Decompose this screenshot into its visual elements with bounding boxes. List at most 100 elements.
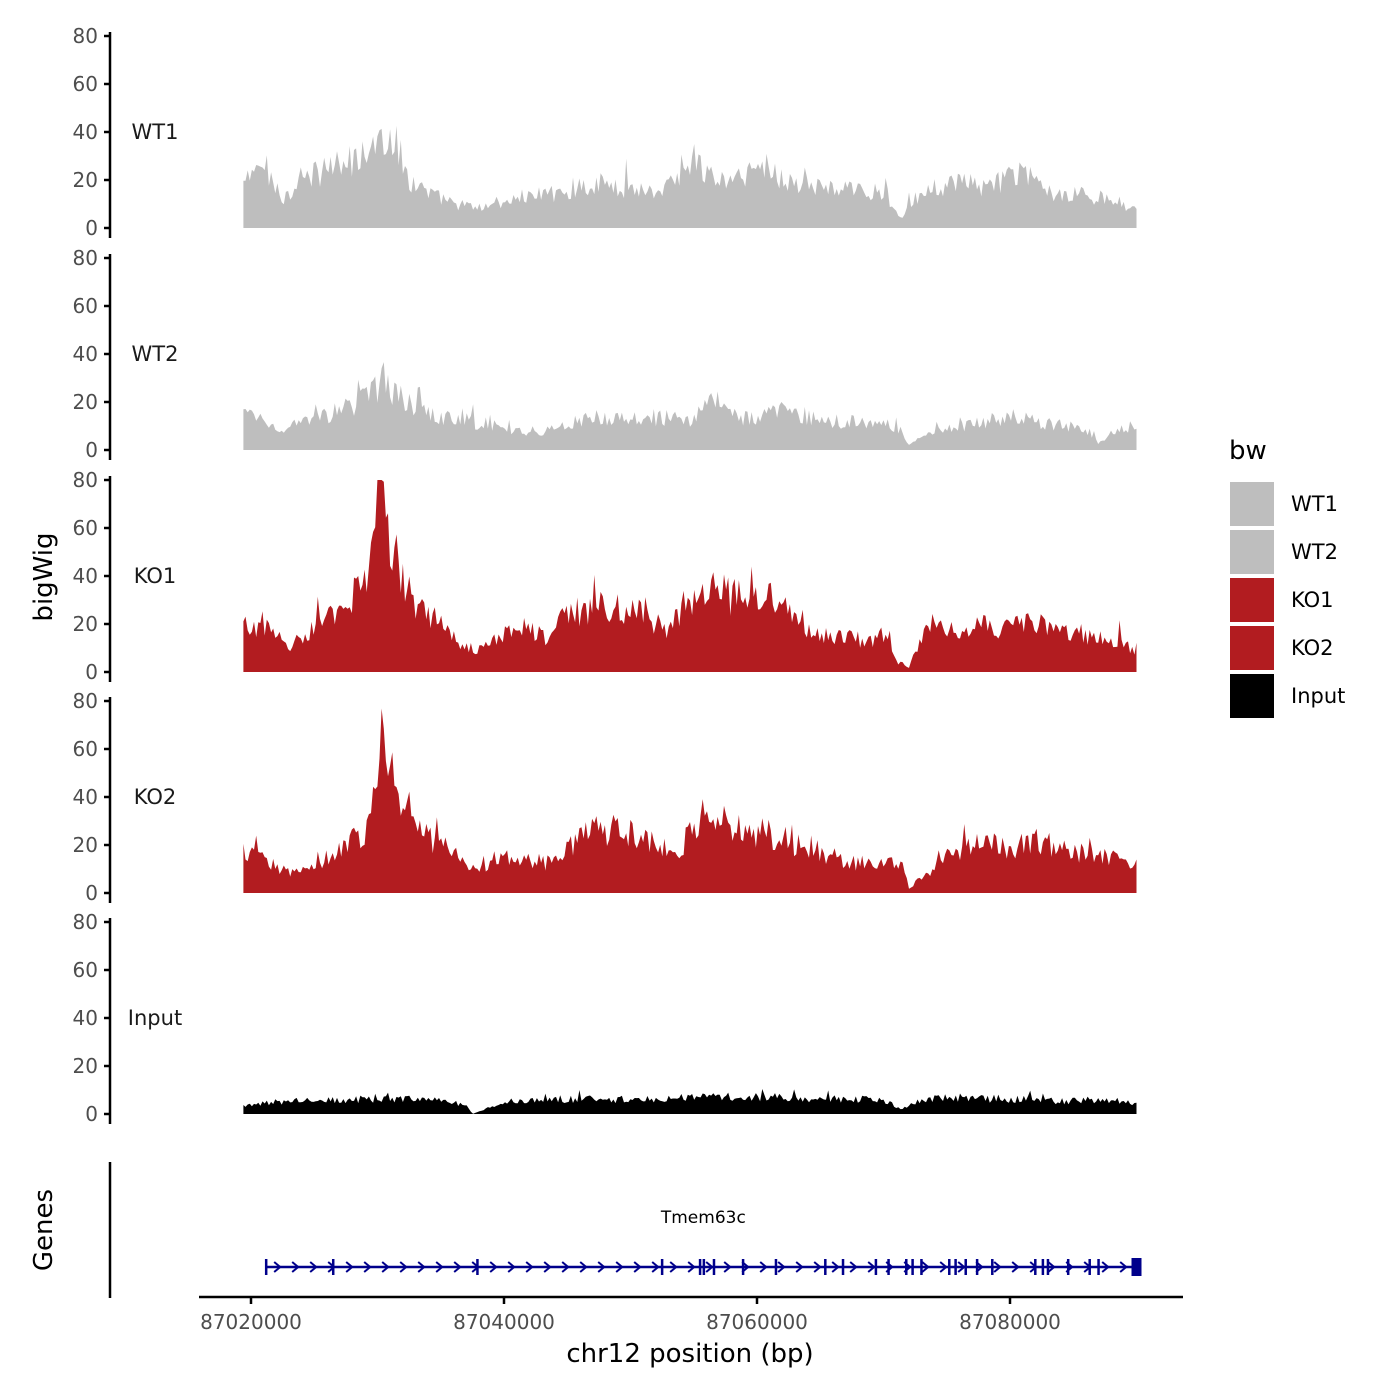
strand-arrow [957, 1261, 966, 1273]
coverage-area-input [243, 1089, 1137, 1114]
strand-arrow [381, 1261, 390, 1273]
strand-arrow [777, 1261, 786, 1273]
exon [920, 1259, 923, 1275]
coverage-area-ko2 [243, 708, 1137, 893]
strand-arrow [543, 1261, 552, 1273]
strand-arrow [1119, 1261, 1128, 1273]
legend-key-ko2 [1230, 626, 1274, 670]
exon [476, 1259, 479, 1275]
y-tick-label: 40 [73, 120, 98, 144]
y-tick-label: 0 [85, 1102, 98, 1126]
track-ko2: 0 20 40 60 80 KO2 [73, 689, 1137, 905]
exon [1034, 1259, 1037, 1275]
track-label-input: Input [128, 1006, 182, 1030]
strand-arrow [417, 1261, 426, 1273]
exon [741, 1259, 745, 1275]
x-axis-title: chr12 position (bp) [566, 1339, 813, 1369]
strand-arrow [1101, 1261, 1110, 1273]
gene-track-panel: Tmem63c [108, 1162, 1142, 1298]
y-tick-label: 20 [73, 833, 98, 857]
strand-arrow [849, 1261, 858, 1273]
y-tick-label: 80 [73, 468, 98, 492]
y-tick-label: 60 [73, 294, 98, 318]
strand-arrow [831, 1261, 840, 1273]
strand-arrow [507, 1261, 516, 1273]
y-tick-label: 0 [85, 216, 98, 240]
strand-arrow [993, 1261, 1002, 1273]
strand-arrow [363, 1261, 372, 1273]
track-label-ko2: KO2 [134, 785, 177, 809]
legend-label-ko2: KO2 [1291, 636, 1334, 660]
exon [1046, 1259, 1050, 1275]
strand-arrow [453, 1261, 462, 1273]
strand-arrow [723, 1261, 732, 1273]
exon [1131, 1258, 1142, 1276]
exon [1088, 1259, 1091, 1275]
y-tick-label: 60 [73, 516, 98, 540]
coverage-area-wt2 [243, 362, 1137, 450]
y-tick-label: 80 [73, 246, 98, 270]
y-tick-label: 40 [73, 1006, 98, 1030]
track-label-wt1: WT1 [132, 120, 179, 144]
y-tick-label: 20 [73, 168, 98, 192]
y-axis-title: bigWig [29, 532, 59, 621]
legend: bw WT1 WT2 KO1 KO2 Input [1229, 436, 1345, 718]
coverage-area-ko1 [243, 480, 1137, 672]
y-tick-label: 20 [73, 612, 98, 636]
gene-track-title: Genes [29, 1189, 59, 1271]
exon [660, 1259, 664, 1275]
x-axis: 87020000 87040000 87060000 87080000 [199, 1295, 1183, 1334]
strand-arrow [939, 1261, 948, 1273]
coverage-area-wt1 [243, 125, 1137, 228]
strand-arrow [759, 1261, 768, 1273]
strand-arrow [795, 1261, 804, 1273]
y-tick-label: 20 [73, 390, 98, 414]
exon [1066, 1259, 1070, 1275]
x-tick-label: 87080000 [959, 1310, 1061, 1334]
y-tick-label: 20 [73, 1054, 98, 1078]
strand-arrow [579, 1261, 588, 1273]
strand-arrow [669, 1261, 678, 1273]
y-tick-label: 0 [85, 660, 98, 684]
strand-arrow [309, 1261, 318, 1273]
legend-key-ko1 [1230, 578, 1274, 622]
strand-arrow [345, 1261, 354, 1273]
strand-arrow [633, 1261, 642, 1273]
track-input: 0 20 40 60 80 Input [73, 910, 1137, 1126]
legend-key-wt1 [1230, 482, 1274, 526]
exon [887, 1259, 890, 1275]
y-tick-label: 80 [73, 24, 98, 48]
x-tick-label: 87060000 [706, 1310, 808, 1334]
track-label-wt2: WT2 [132, 342, 179, 366]
x-tick-label: 87020000 [200, 1310, 302, 1334]
y-tick-label: 60 [73, 72, 98, 96]
exon [331, 1259, 335, 1275]
strand-arrow [291, 1261, 300, 1273]
exon [712, 1259, 716, 1275]
y-tick-label: 40 [73, 785, 98, 809]
exon [964, 1259, 967, 1275]
legend-label-wt2: WT2 [1291, 540, 1338, 564]
exon [774, 1259, 778, 1275]
y-tick-label: 80 [73, 910, 98, 934]
strand-arrow [921, 1261, 930, 1273]
exon [1041, 1259, 1045, 1275]
strand-arrow [435, 1261, 444, 1273]
legend-title: bw [1229, 436, 1267, 466]
legend-label-wt1: WT1 [1291, 492, 1338, 516]
exon [1097, 1259, 1100, 1275]
legend-label-input: Input [1291, 684, 1345, 708]
exon [954, 1259, 957, 1275]
exon [911, 1259, 914, 1275]
strand-arrow [399, 1261, 408, 1273]
exon [975, 1259, 979, 1275]
strand-arrow [615, 1261, 624, 1273]
y-tick-label: 40 [73, 564, 98, 588]
y-tick-label: 60 [73, 737, 98, 761]
exon [702, 1259, 706, 1275]
strand-arrow [525, 1261, 534, 1273]
track-label-ko1: KO1 [134, 564, 177, 588]
exon [841, 1259, 845, 1275]
